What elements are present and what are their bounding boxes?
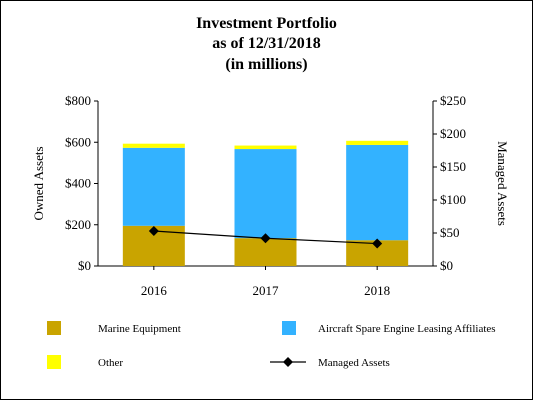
right-axis-title: Managed Assets: [495, 141, 510, 226]
left-tick-label: $600: [65, 134, 91, 149]
legend-marker-managed-assets: [283, 357, 293, 367]
left-tick-label: $800: [65, 93, 91, 108]
legend-label-other: Other: [98, 357, 123, 369]
left-tick-label: $400: [65, 176, 91, 191]
legend-swatch-other: [47, 355, 61, 369]
right-tick-label: $200: [440, 126, 466, 141]
left-tick-label: $0: [78, 258, 91, 273]
chart-title-line-2: as of 12/31/2018: [212, 35, 321, 52]
chart-title-line-1: Investment Portfolio: [196, 15, 337, 32]
bar-other-2016: [122, 143, 185, 148]
bar-other-2017: [234, 145, 297, 150]
legend-label-marine-equipment: Marine Equipment: [98, 323, 181, 335]
left-tick-label: $200: [65, 217, 91, 232]
x-tick-label: 2017: [253, 283, 280, 298]
x-tick-label: 2018: [364, 283, 390, 298]
right-tick-label: $0: [440, 258, 453, 273]
chart-title-line-3: (in millions): [225, 56, 308, 73]
bar-aircraft-engine-leasing-2016: [122, 147, 185, 226]
left-axis-title: Owned Assets: [31, 146, 46, 220]
bar-other-2018: [346, 140, 409, 145]
legend-swatch-marine-equipment: [47, 321, 61, 335]
bar-aircraft-engine-leasing-2017: [234, 149, 297, 239]
bar-aircraft-engine-leasing-2018: [346, 144, 409, 241]
x-tick-label: 2016: [141, 283, 168, 298]
legend-label-managed-assets: Managed Assets: [318, 357, 390, 369]
managed-assets-marker-2017: [260, 233, 271, 244]
legend-label-aircraft-spare-engine-leasing-affiliates: Aircraft Spare Engine Leasing Affiliates: [318, 323, 496, 335]
right-tick-label: $250: [440, 93, 466, 108]
right-tick-label: $100: [440, 192, 466, 207]
right-tick-label: $50: [440, 225, 460, 240]
right-tick-label: $150: [440, 159, 466, 174]
legend-swatch-aircraft-spare-engine-leasing-affiliates: [282, 321, 296, 335]
managed-assets-marker-2016: [148, 226, 159, 237]
managed-assets-marker-2018: [372, 238, 383, 249]
